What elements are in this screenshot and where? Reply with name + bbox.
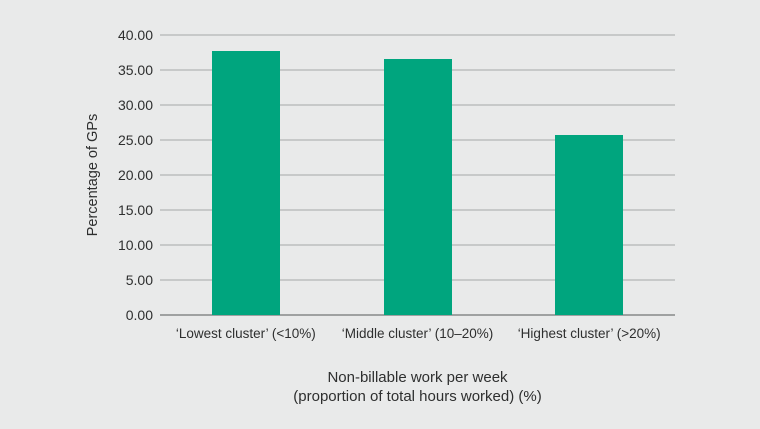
x-tick-label-2: ‘Middle cluster’ (10–20%) [341,326,494,341]
bar-3 [555,135,624,315]
y-tick-label-5: 5.00 [125,272,153,288]
y-tick-label-10: 10.00 [117,237,153,253]
y-tick-label-20: 20.00 [117,167,153,183]
x-tick-label-1: ‘Lowest cluster’ (<10%) [175,326,316,341]
y-tick-label-35: 35.00 [117,62,153,78]
gridline-y-40 [160,34,675,36]
y-tick-label-15: 15.00 [117,202,153,218]
x-axis-line [160,314,675,316]
y-tick-label-25: 25.00 [117,132,153,148]
x-axis-title-line-2: (proportion of total hours worked) (%) [293,388,542,405]
y-tick-label-30: 30.00 [117,97,153,113]
y-tick-label-0: 0.00 [125,307,153,323]
x-axis-title: Non-billable work per week (proportion o… [160,368,675,406]
plot-area [160,34,675,316]
bar-1 [211,51,280,315]
x-axis-title-line-1: Non-billable work per week [327,369,508,386]
y-tick-label-40: 40.00 [117,27,153,43]
bar-2 [383,58,452,315]
x-tick-label-3: ‘Highest cluster’ (>20%) [517,326,661,341]
